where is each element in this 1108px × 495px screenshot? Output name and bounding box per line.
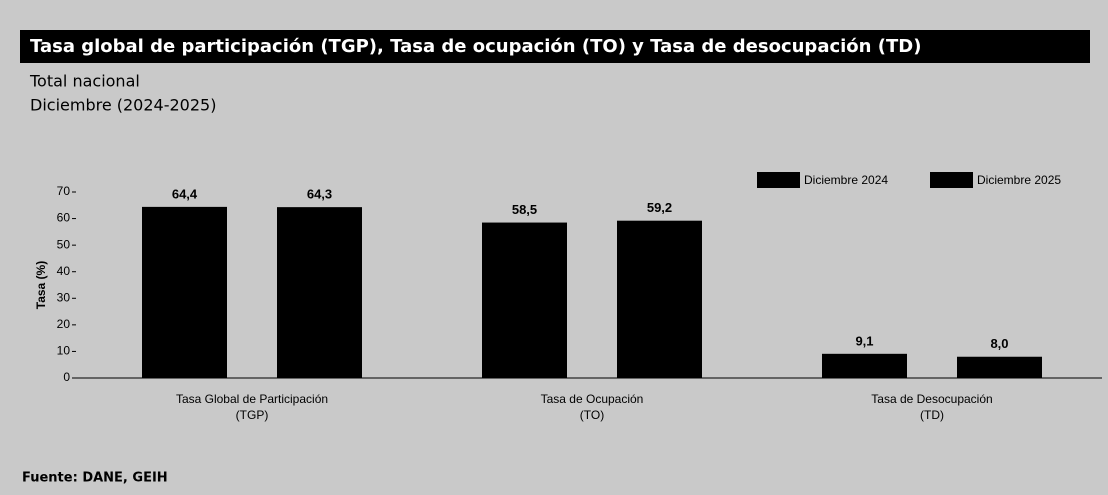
x-tick-label: (TO) xyxy=(580,408,604,422)
title-bar xyxy=(20,30,1090,63)
value-label: 64,4 xyxy=(172,186,198,201)
y-tick-label: 60 xyxy=(57,211,71,225)
y-tick-label: 70 xyxy=(57,184,71,198)
value-label: 64,3 xyxy=(307,187,332,202)
x-tick-label: (TGP) xyxy=(236,408,269,422)
y-tick-label: 10 xyxy=(57,344,71,358)
y-tick-label: 30 xyxy=(57,290,71,304)
value-label: 58,5 xyxy=(512,202,537,217)
legend-label: Diciembre 2024 xyxy=(804,173,888,187)
subtitle: Diciembre (2024-2025) xyxy=(30,96,216,115)
bar xyxy=(822,353,907,378)
y-tick-label: 20 xyxy=(57,317,71,331)
chart-title: Tasa global de participación (TGP), Tasa… xyxy=(30,36,921,57)
value-label: 9,1 xyxy=(855,333,873,348)
y-tick-label: 40 xyxy=(57,264,71,278)
y-tick-label: 50 xyxy=(57,237,71,251)
value-label: 59,2 xyxy=(647,200,672,215)
legend-label: Diciembre 2025 xyxy=(977,173,1061,187)
y-tick-label: 0 xyxy=(63,370,70,384)
value-label: 8,0 xyxy=(990,336,1008,351)
source: Fuente: DANE, GEIH xyxy=(22,471,168,486)
bar xyxy=(277,207,362,378)
subtitle: Total nacional xyxy=(29,72,140,91)
x-tick-label: Tasa Global de Participación xyxy=(176,392,328,406)
legend-swatch xyxy=(757,172,800,188)
bar xyxy=(142,206,227,378)
x-tick-label: Tasa de Ocupación xyxy=(541,392,644,406)
bar xyxy=(617,220,702,378)
x-tick-label: (TD) xyxy=(920,408,944,422)
y-axis-label: Tasa (%) xyxy=(34,261,48,309)
bar xyxy=(482,222,567,378)
x-tick-label: Tasa de Desocupación xyxy=(871,392,992,406)
bar xyxy=(957,356,1042,378)
legend-swatch xyxy=(930,172,973,188)
